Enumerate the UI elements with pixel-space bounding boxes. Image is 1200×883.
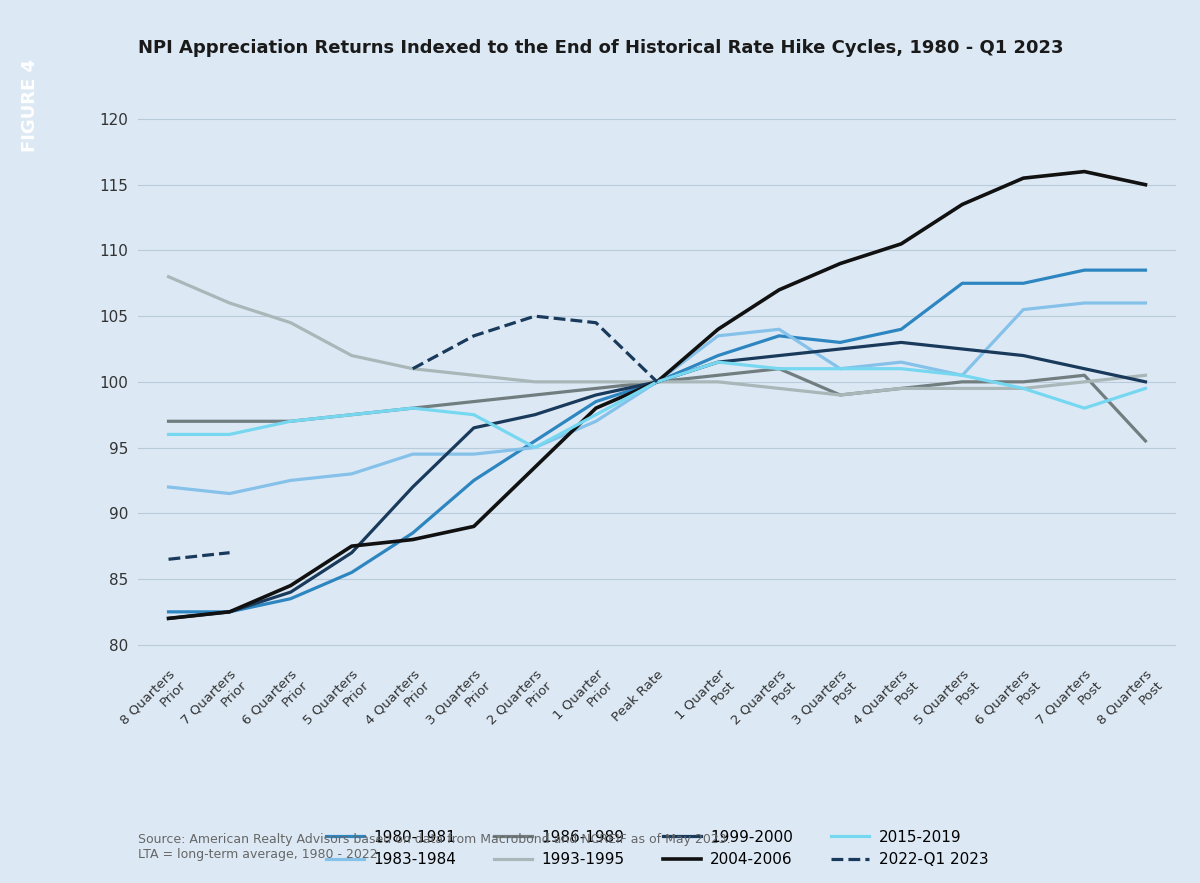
Text: Source: American Realty Advisors based on data from Macrobond and NCREIF as of M: Source: American Realty Advisors based o…	[138, 833, 731, 861]
Text: NPI Appreciation Returns Indexed to the End of Historical Rate Hike Cycles, 1980: NPI Appreciation Returns Indexed to the …	[138, 40, 1063, 57]
Legend: 1980-1981, 1983-1984, 1986-1989, 1993-1995, 1999-2000, 2004-2006, 2015-2019, 202: 1980-1981, 1983-1984, 1986-1989, 1993-19…	[319, 824, 995, 873]
Text: FIGURE 4: FIGURE 4	[20, 59, 38, 153]
